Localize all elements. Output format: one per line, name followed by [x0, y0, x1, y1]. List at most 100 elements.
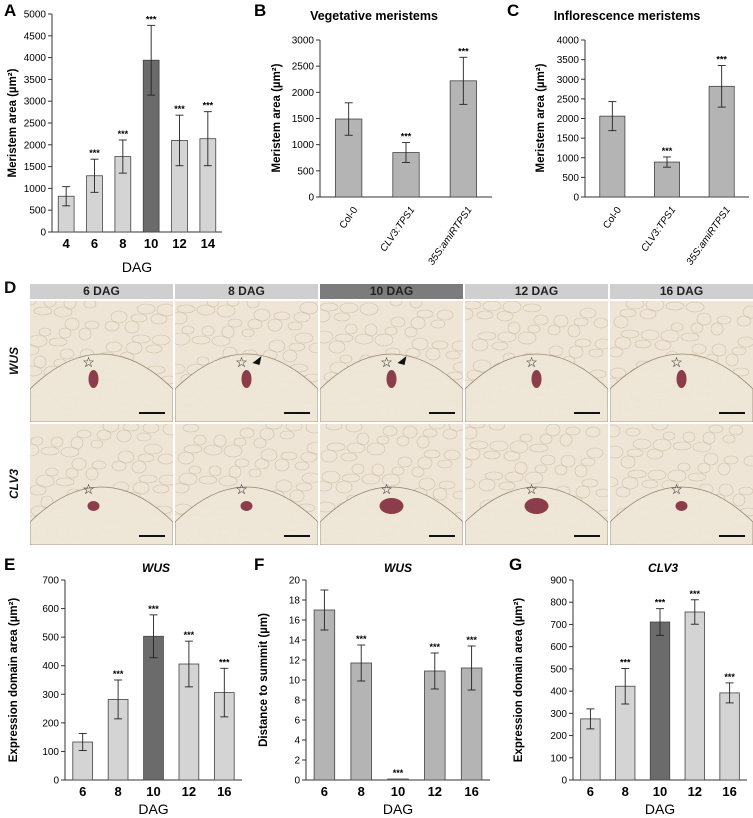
y-tick-label: 4: [294, 736, 300, 747]
cell-outline: [654, 339, 672, 351]
meristem-dome: [30, 353, 173, 422]
scale-bar: [574, 535, 600, 537]
cell-outline: [175, 332, 191, 346]
y-tick-label: 0: [294, 776, 300, 787]
vegetative-meristems-chart: B Vegetative meristems Meristem area (µm²)…: [254, 1, 492, 268]
micrograph-tile: ☆: [30, 424, 173, 545]
y-tick-label: 3000: [557, 75, 580, 86]
cell-outline: [418, 477, 436, 491]
micrograph-tile: ☆: [610, 301, 753, 422]
cell-outline: [588, 348, 604, 358]
cell-outline: [116, 429, 132, 443]
chart-title: Vegetative meristems: [310, 9, 438, 23]
cell-outline: [465, 307, 474, 321]
summit-star-icon: ☆: [670, 354, 683, 370]
y-tick-label: 10: [289, 676, 301, 687]
cell-outline: [476, 310, 494, 320]
cell-outline: [280, 451, 298, 461]
cell-outline: [640, 329, 660, 341]
y-tick-label: 6: [294, 716, 300, 727]
x-tick-label: CLV3:TPS1: [379, 205, 418, 254]
cell-outline: [33, 306, 53, 316]
summit-star-icon: ☆: [82, 354, 95, 370]
significance-label: ***: [219, 657, 230, 667]
summit-star-icon: ☆: [380, 354, 393, 370]
cell-outline: [111, 460, 127, 472]
cell-outline: [320, 302, 339, 312]
y-tick-label: 300: [550, 709, 567, 720]
cell-outline: [308, 342, 318, 354]
cell-outline: [445, 350, 461, 360]
cell-outline: [136, 432, 152, 442]
cell-outline: [65, 467, 79, 479]
scale-bar: [429, 412, 455, 414]
cell-outline: [610, 445, 624, 459]
cell-outline: [320, 309, 331, 323]
cell-outline: [143, 443, 163, 455]
cell-outline: [482, 301, 502, 312]
cell-outline: [30, 334, 48, 348]
inflorescence-meristems-chart: C Inflorescence meristems Meristem area (µ…: [507, 1, 749, 268]
significance-label: ***: [356, 634, 367, 644]
y-tick-label: 18: [289, 596, 301, 607]
cell-outline: [397, 456, 413, 468]
cell-outline: [451, 340, 463, 352]
cell-outline: [560, 454, 576, 468]
cell-outline: [382, 425, 398, 437]
x-tick-label: 16: [464, 784, 478, 799]
cell-outline: [287, 321, 303, 331]
cell-outline: [320, 449, 338, 463]
cell-outline: [124, 320, 140, 334]
y-tick-label: 600: [550, 642, 567, 653]
cell-outline: [742, 305, 753, 319]
significance-label: ***: [89, 148, 100, 158]
summit-star-icon: ☆: [380, 481, 393, 497]
cell-outline: [425, 347, 441, 361]
x-tick-label: 12: [172, 236, 186, 251]
cell-outline: [131, 460, 147, 474]
y-tick-label: 14: [289, 636, 301, 647]
cell-outline: [162, 424, 173, 436]
y-tick-label: 1500: [292, 114, 315, 125]
y-tick-label: 2000: [557, 114, 580, 125]
cell-outline: [718, 483, 734, 497]
cell-outline: [579, 307, 597, 319]
y-tick-label: 2500: [557, 94, 580, 105]
cell-outline: [320, 480, 333, 492]
y-tick-label: 2000: [292, 88, 315, 99]
cell-outline: [275, 479, 293, 493]
cell-outline: [53, 306, 73, 318]
cell-outline: [90, 439, 104, 449]
cell-outline: [632, 438, 652, 450]
cell-outline: [502, 301, 522, 314]
cell-outline: [333, 312, 351, 322]
cell-outline: [452, 361, 463, 373]
cell-outline: [677, 462, 691, 472]
y-tick-label: 16: [289, 616, 301, 627]
summit-star-icon: ☆: [670, 481, 683, 497]
cell-outline: [710, 322, 724, 336]
cell-outline: [728, 424, 744, 436]
significance-label: ***: [430, 642, 441, 652]
cell-outline: [282, 349, 298, 363]
cell-outline: [651, 424, 669, 431]
cell-outline: [328, 340, 346, 354]
y-axis-label: Expression domain area (µm²): [513, 598, 525, 763]
cell-outline: [554, 464, 568, 476]
y-tick-label: 900: [550, 576, 567, 587]
cell-outline: [30, 436, 44, 446]
summit-star-icon: ☆: [235, 481, 248, 497]
wus-expression-area-chart: E WUS Expression domain area (µm²) 0 100 200 3…: [4, 555, 242, 817]
significance-label: ***: [716, 55, 727, 65]
y-tick-label: 500: [297, 166, 314, 177]
cell-outline: [78, 327, 92, 341]
cell-outline: [260, 448, 278, 462]
cell-outline: [581, 478, 599, 488]
cell-outline: [586, 447, 604, 459]
cell-outline: [45, 467, 59, 477]
cell-outline: [320, 501, 336, 513]
cell-outline: [239, 427, 255, 439]
clv3-expression-area-chart: G CLV3 Expression domain area (µm²) 0 100 200…: [509, 555, 747, 817]
cell-outline: [345, 424, 363, 433]
expression-stain: [88, 370, 99, 388]
